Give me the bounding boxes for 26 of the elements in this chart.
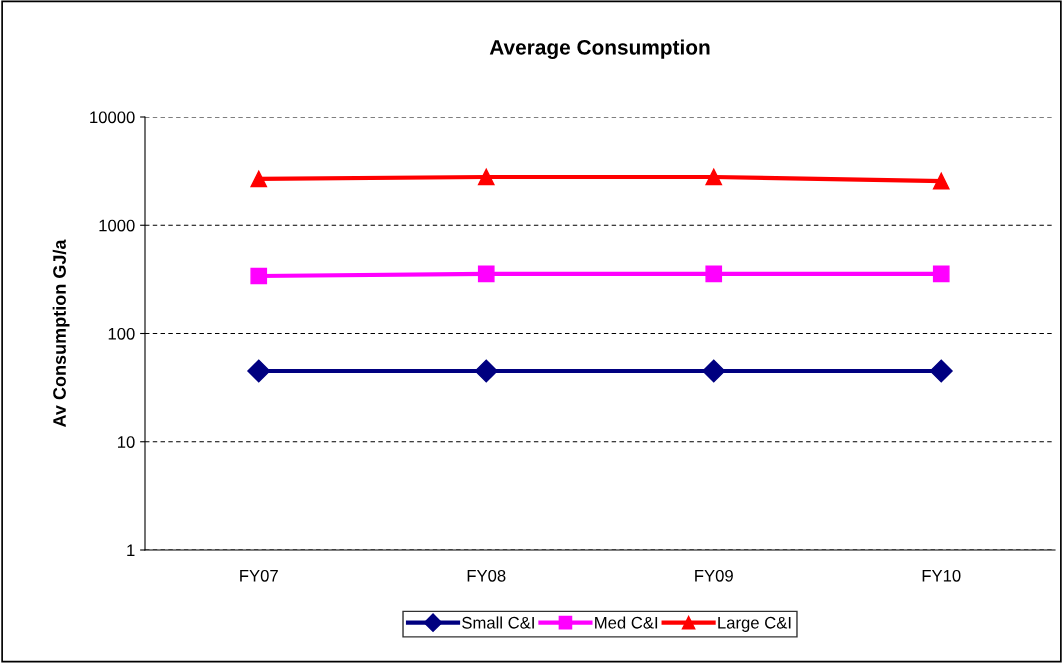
x-tick-label: FY08 — [467, 569, 506, 582]
point — [932, 172, 950, 190]
point — [932, 265, 950, 283]
legend-label: Small C&I — [462, 616, 534, 629]
legend-label: Med C&I — [595, 616, 658, 629]
point — [702, 359, 726, 383]
y-axis-title: Av Consumption GJ/a — [52, 239, 70, 428]
y-tick-label: 10000 — [90, 111, 135, 124]
point — [250, 170, 268, 188]
point — [247, 359, 271, 383]
x-tick-label: FY10 — [922, 569, 961, 582]
point — [705, 168, 723, 186]
point — [250, 267, 268, 285]
y-tick-label: 1 — [127, 544, 135, 557]
point — [929, 359, 953, 383]
chart-title: Average Consumption — [489, 39, 710, 59]
point — [477, 265, 495, 283]
point — [705, 265, 723, 283]
point — [474, 359, 498, 383]
x-tick-label: FY09 — [695, 569, 733, 582]
y-tick-label: 1000 — [99, 219, 135, 232]
y-tick-label: 10 — [118, 436, 135, 448]
x-tick-label: FY07 — [240, 569, 278, 582]
y-tick-label: 100 — [108, 327, 135, 340]
legend-label: Large C&I — [718, 616, 791, 632]
point — [477, 168, 495, 186]
